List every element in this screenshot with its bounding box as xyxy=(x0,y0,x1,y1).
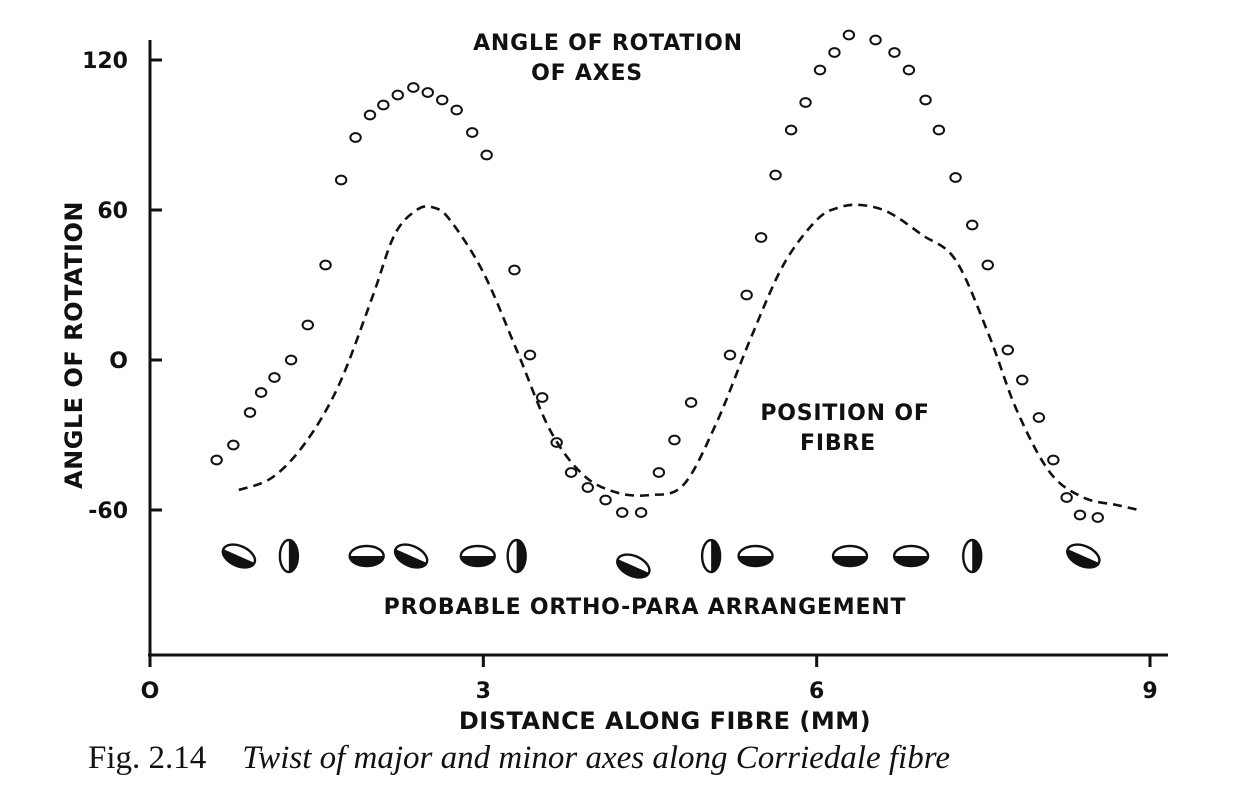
position-of-fibre-line xyxy=(239,205,1139,510)
annotation-angle-of-rotation-line2: OF AXES xyxy=(531,61,643,86)
annotation-position-of-fibre-line1: POSITION OF xyxy=(760,401,929,426)
rotation-point xyxy=(600,496,610,505)
rotation-point xyxy=(408,83,418,92)
cross-section-glyph xyxy=(461,546,495,566)
rotation-point xyxy=(269,373,279,382)
ortho-para-label: PROBABLE ORTHO-PARA ARRANGEMENT xyxy=(384,595,907,620)
cross-section-glyph xyxy=(702,540,720,572)
y-tick-label: 120 xyxy=(82,49,128,74)
cross-section-glyph xyxy=(963,540,981,572)
rotation-point xyxy=(870,36,880,45)
rotation-point xyxy=(889,48,899,57)
y-axis-label: ANGLE OF ROTATION xyxy=(60,201,88,489)
rotation-point xyxy=(636,508,646,517)
rotation-point xyxy=(967,221,977,230)
rotation-point xyxy=(365,111,375,120)
rotation-point xyxy=(509,266,519,275)
rotation-point xyxy=(256,388,266,397)
rotation-point xyxy=(1075,511,1085,520)
rotation-point xyxy=(228,441,238,450)
cross-section-glyph xyxy=(350,546,384,566)
annotation-position-of-fibre: POSITION OF FIBRE xyxy=(760,401,929,456)
rotation-point xyxy=(286,356,296,365)
annotation-position-of-fibre-line2: FIBRE xyxy=(800,431,876,456)
y-tick-label: 60 xyxy=(97,199,128,224)
rotation-point xyxy=(350,133,360,142)
cross-section-glyph xyxy=(739,546,773,566)
rotation-point xyxy=(211,456,221,465)
rotation-point xyxy=(1048,456,1058,465)
rotation-point xyxy=(844,31,854,40)
x-tick-label: O xyxy=(141,679,160,704)
rotation-point xyxy=(770,171,780,180)
rotation-point xyxy=(467,128,477,137)
cross-section-glyph xyxy=(614,550,653,582)
figure-caption: Fig. 2.14 Twist of major and minor axes a… xyxy=(88,740,1188,777)
cross-section-glyph xyxy=(280,540,298,572)
rotation-point xyxy=(669,436,679,445)
y-tick-label: O xyxy=(109,349,128,374)
rotation-point xyxy=(815,66,825,75)
annotation-angle-of-rotation: ANGLE OF ROTATION OF AXES xyxy=(473,31,743,86)
cross-section-glyph xyxy=(894,546,928,566)
rotation-point xyxy=(983,261,993,270)
cross-sections xyxy=(219,540,1103,582)
rotation-point xyxy=(393,91,403,100)
rotation-point xyxy=(1061,493,1071,502)
rotation-point xyxy=(829,48,839,57)
rotation-point xyxy=(583,483,593,492)
rotation-point xyxy=(654,468,664,477)
rotation-point xyxy=(934,126,944,135)
rotation-point xyxy=(1034,413,1044,422)
rotation-point xyxy=(1017,376,1027,385)
annotation-angle-of-rotation-line1: ANGLE OF ROTATION xyxy=(473,31,743,56)
rotation-point xyxy=(1003,346,1013,355)
caption-number: Fig. 2.14 xyxy=(88,740,206,776)
x-tick-label: 6 xyxy=(809,679,824,704)
rotation-points xyxy=(211,31,1103,522)
rotation-point xyxy=(423,88,433,97)
cross-section-glyph xyxy=(833,546,867,566)
rotation-point xyxy=(525,351,535,360)
x-tick-label: 3 xyxy=(476,679,491,704)
rotation-point xyxy=(245,408,255,417)
rotation-point xyxy=(378,101,388,110)
rotation-point xyxy=(1093,513,1103,522)
rotation-point xyxy=(566,468,576,477)
x-axis-label: DISTANCE ALONG FIBRE (MM) xyxy=(459,707,871,735)
rotation-point xyxy=(920,96,930,105)
rotation-point xyxy=(741,291,751,300)
rotation-point xyxy=(686,398,696,407)
cross-section-glyph xyxy=(219,540,258,572)
rotation-point xyxy=(904,66,914,75)
caption-text: Twist of major and minor axes along Corr… xyxy=(242,740,950,776)
rotation-point xyxy=(786,126,796,135)
cross-section-glyph xyxy=(392,540,431,572)
rotation-point xyxy=(725,351,735,360)
rotation-point xyxy=(800,98,810,107)
rotation-point xyxy=(437,96,447,105)
axes xyxy=(148,40,1168,655)
x-tick-label: 9 xyxy=(1142,679,1157,704)
rotation-point xyxy=(481,151,491,160)
rotation-point xyxy=(336,176,346,185)
rotation-point xyxy=(451,106,461,115)
cross-section-glyph xyxy=(1064,540,1103,572)
rotation-point xyxy=(320,261,330,270)
rotation-point xyxy=(950,173,960,182)
cross-section-glyph xyxy=(508,540,526,572)
rotation-point xyxy=(617,508,627,517)
rotation-point xyxy=(303,321,313,330)
rotation-point xyxy=(756,233,766,242)
rotation-point xyxy=(537,393,547,402)
y-tick-label: -60 xyxy=(88,499,128,524)
